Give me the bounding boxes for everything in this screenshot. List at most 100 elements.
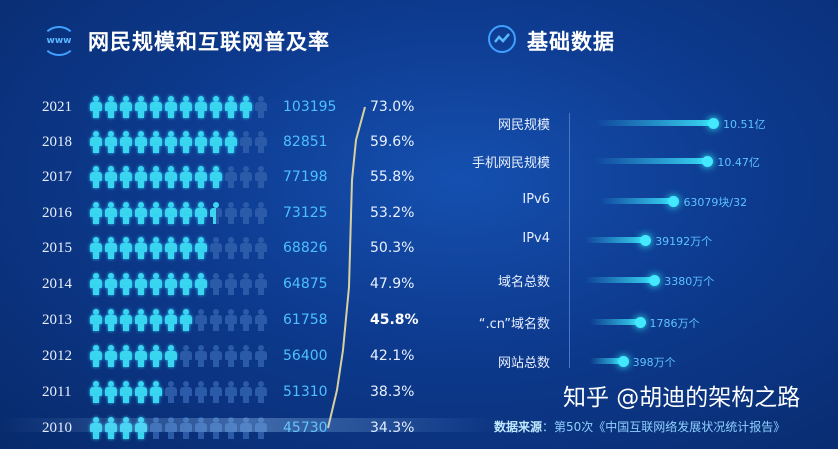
person-icon — [165, 417, 177, 439]
person-icon — [165, 381, 177, 403]
person-icon — [90, 417, 102, 439]
item-label: 网站总数 — [497, 356, 550, 371]
person-icon — [180, 273, 192, 295]
person-icons — [90, 417, 267, 439]
watermark: 知乎 @胡迪的架构之路 — [563, 385, 801, 411]
person-icon — [180, 237, 192, 259]
person-icons — [90, 166, 267, 188]
value-bar — [585, 237, 646, 243]
person-icon — [195, 202, 207, 224]
person-icon — [195, 131, 207, 153]
person-icon — [195, 309, 207, 331]
value-bar — [595, 158, 708, 164]
person-icon — [135, 237, 147, 259]
person-icon — [255, 96, 267, 118]
penetration-rate: 47.9% — [370, 276, 415, 292]
person-icon — [225, 381, 237, 403]
bar-end-dot — [617, 356, 629, 367]
bar-end-dot — [634, 317, 646, 328]
source-label: 数据来源 — [494, 420, 543, 434]
penetration-rate: 45.8% — [370, 312, 419, 328]
person-icon — [210, 345, 222, 367]
penetration-rate: 34.3% — [370, 420, 414, 436]
person-icon — [255, 381, 267, 403]
person-icon — [165, 131, 177, 153]
person-icon — [210, 309, 222, 331]
bar-end-dot — [708, 118, 719, 129]
person-icon — [180, 309, 192, 331]
person-icon — [135, 96, 147, 118]
person-icon — [210, 131, 222, 153]
person-icon — [195, 96, 207, 118]
person-icon — [150, 237, 162, 259]
person-icon — [120, 96, 132, 118]
user-count: 45730 — [283, 420, 328, 436]
year: 2010 — [42, 420, 72, 437]
person-icons — [90, 309, 267, 331]
left-panel-title: 网民规模和互联网普及率 — [88, 30, 330, 54]
person-icon — [120, 131, 132, 153]
user-count: 73125 — [283, 205, 328, 221]
person-icon — [180, 96, 192, 118]
person-icon — [150, 345, 162, 367]
item-label: 网民规模 — [497, 118, 550, 133]
person-icon — [210, 273, 222, 295]
value-bar — [590, 358, 623, 364]
person-icons — [90, 273, 267, 295]
person-icon — [135, 309, 147, 331]
right-panel-title: 基础数据 — [527, 30, 615, 54]
year: 2016 — [42, 205, 72, 221]
person-icon — [255, 131, 267, 153]
penetration-rate: 53.2% — [370, 205, 415, 221]
year: 2021 — [42, 99, 72, 115]
person-icon — [135, 381, 147, 403]
population-row: 2018 82851 59.6% — [0, 128, 440, 158]
item-value: 39192万个 — [655, 235, 713, 248]
person-icon — [105, 381, 117, 403]
person-icon — [195, 166, 207, 188]
population-row: 2013 61758 45.8% — [0, 306, 440, 336]
person-icons — [90, 131, 267, 153]
person-icon — [105, 345, 117, 367]
person-icon — [240, 131, 252, 153]
item-label: “.cn”域名数 — [478, 317, 550, 332]
person-icon — [225, 345, 237, 367]
penetration-rate: 55.8% — [370, 169, 415, 185]
person-icon — [240, 273, 252, 295]
bar-end-dot — [649, 275, 661, 286]
person-icon — [195, 381, 207, 403]
person-icon — [105, 417, 117, 439]
person-icon — [240, 381, 252, 403]
person-icon — [180, 166, 192, 188]
person-icon — [105, 131, 117, 153]
person-icon — [195, 237, 207, 259]
item-label: 手机网民规模 — [471, 156, 550, 171]
user-count: 77198 — [283, 169, 328, 185]
item-label: 域名总数 — [497, 275, 550, 290]
user-count: 56400 — [283, 348, 328, 364]
person-icon — [240, 96, 252, 118]
data-source: 数据来源：第50次《中国互联网络发展状况统计报告》 — [494, 420, 785, 435]
value-bar — [585, 277, 655, 283]
year: 2011 — [42, 384, 72, 400]
www-icon: www — [42, 26, 76, 56]
penetration-rate: 50.3% — [370, 240, 415, 256]
person-icon — [165, 345, 177, 367]
person-icon — [150, 202, 162, 224]
population-row: 2021 103195 73.0% — [0, 93, 440, 123]
item-value: 10.47亿 — [717, 156, 760, 169]
value-bar — [595, 120, 713, 126]
person-icon — [180, 202, 192, 224]
population-row: 2012 56400 42.1% — [0, 342, 440, 372]
person-icon — [195, 273, 207, 295]
person-icon — [135, 417, 147, 439]
person-icon — [240, 417, 252, 439]
person-icons — [90, 345, 267, 367]
person-icon — [90, 381, 102, 403]
divider — [569, 113, 570, 368]
person-icon — [165, 309, 177, 331]
person-icon — [120, 273, 132, 295]
person-icon — [195, 417, 207, 439]
person-icon — [150, 131, 162, 153]
year: 2017 — [42, 169, 72, 185]
